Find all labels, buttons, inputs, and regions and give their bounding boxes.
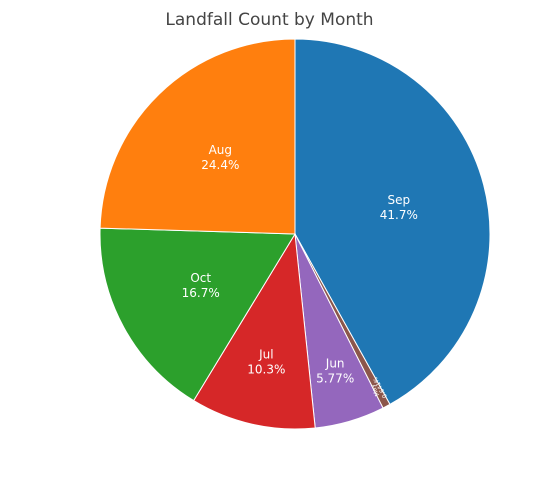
pie-slice-jul[interactable] [192, 232, 316, 430]
pie-label-sep: Sep 41.7% [380, 193, 418, 222]
pie-label-jul: Jul 10.3% [247, 347, 285, 376]
pie-label-jun: Jun 5.77% [316, 357, 354, 386]
pie-slice-aug[interactable] [99, 38, 296, 235]
pie-labels: Sep 41.7%May0.641%Jun 5.77%Jul 10.3%Oct 16.7… [182, 143, 418, 399]
pie-slice-sep[interactable] [294, 38, 491, 406]
pie-slice-oct[interactable] [99, 227, 296, 402]
pie-slices [99, 38, 491, 430]
pie-label-oct: Oct 16.7% [182, 271, 220, 300]
chart-title: Landfall Count by Month [165, 10, 374, 30]
pie-label-aug: Aug 24.4% [201, 143, 239, 172]
